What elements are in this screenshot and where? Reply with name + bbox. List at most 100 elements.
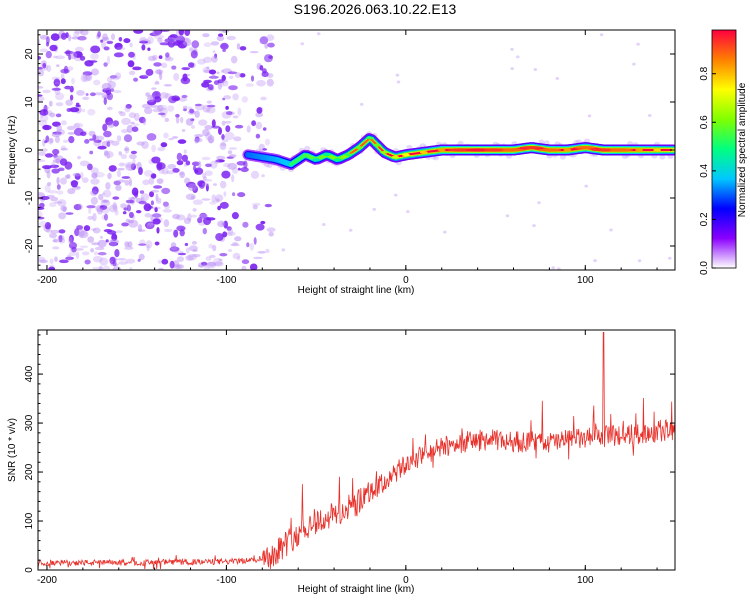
noise-blob — [221, 111, 232, 119]
noise-blob — [113, 180, 121, 186]
noise-blob — [49, 44, 58, 52]
noise-blob — [56, 176, 60, 185]
noise-blob — [82, 73, 91, 82]
noise-blob — [62, 139, 69, 143]
noise-blob — [218, 127, 222, 135]
noise-blob — [259, 65, 264, 71]
noise-blob — [182, 73, 188, 82]
noise-blob — [116, 230, 123, 234]
noise-blob — [316, 32, 321, 36]
noise-blob — [138, 243, 147, 246]
noise-blob — [57, 199, 67, 207]
noise-blob — [181, 67, 190, 71]
snr-series-line — [38, 332, 675, 570]
noise-blob — [44, 184, 51, 193]
noise-blob — [266, 78, 274, 87]
noise-blob — [138, 253, 145, 260]
noise-blob — [146, 222, 154, 229]
noise-blob — [209, 201, 217, 205]
noise-blob — [205, 163, 212, 168]
noise-blob — [90, 92, 96, 97]
noise-blob — [236, 43, 241, 50]
noise-blob — [167, 163, 177, 170]
noise-blob — [147, 222, 155, 226]
noise-blob — [139, 37, 147, 43]
noise-blob — [252, 204, 258, 210]
noise-blob — [87, 215, 94, 220]
noise-blob — [632, 62, 636, 66]
noise-blob — [49, 202, 57, 208]
noise-blob — [537, 201, 541, 205]
noise-blob — [96, 207, 103, 215]
noise-blob — [38, 56, 42, 60]
noise-blob — [210, 41, 220, 46]
noise-blob — [250, 170, 260, 179]
noise-blob — [194, 110, 200, 118]
noise-blob — [137, 258, 141, 262]
noise-blob — [204, 266, 210, 270]
noise-blob — [222, 49, 226, 52]
noise-blob — [183, 217, 192, 224]
noise-blob — [146, 36, 154, 45]
noise-blob — [38, 94, 43, 97]
noise-blob — [73, 204, 82, 211]
noise-blob — [116, 170, 121, 178]
noise-blob — [235, 124, 244, 129]
noise-blob — [226, 156, 234, 159]
noise-blob — [179, 171, 185, 179]
noise-blob — [189, 108, 195, 114]
noise-blob — [226, 231, 236, 236]
noise-blob — [65, 99, 73, 106]
noise-blob — [55, 92, 65, 101]
noise-blob — [49, 164, 60, 168]
colorbar-ramp — [711, 29, 737, 269]
colorbar-label: Normalized spectral amplitude — [737, 82, 748, 217]
noise-blob — [172, 168, 180, 173]
noise-blob — [68, 242, 78, 249]
noise-blob — [110, 88, 115, 92]
noise-blob — [109, 256, 116, 265]
noise-blob — [160, 142, 168, 148]
noise-blob — [66, 125, 76, 131]
noise-blob — [139, 190, 145, 194]
noise-blob — [191, 161, 200, 167]
noise-blob — [60, 147, 69, 151]
noise-blob — [157, 259, 162, 264]
noise-blob — [264, 203, 272, 208]
noise-blob — [50, 33, 60, 41]
noise-blob — [267, 42, 275, 48]
noise-blob — [106, 152, 110, 160]
noise-blob — [164, 117, 170, 122]
noise-blob — [201, 156, 211, 161]
noise-blob — [107, 106, 113, 111]
noise-blob — [138, 200, 147, 205]
noise-blob — [139, 40, 149, 44]
noise-blob — [90, 45, 101, 54]
ridge-halo-blob — [266, 163, 273, 168]
noise-blob — [114, 249, 120, 258]
noise-blob — [255, 112, 264, 118]
noise-blob — [127, 219, 135, 224]
noise-blob — [152, 54, 158, 61]
noise-blob — [87, 163, 93, 171]
noise-blob — [181, 129, 186, 132]
noise-blob — [129, 42, 133, 48]
noise-blob — [121, 117, 131, 125]
noise-blob — [83, 225, 91, 232]
noise-blob — [205, 217, 216, 221]
noise-blob — [153, 30, 163, 35]
noise-blob — [246, 242, 250, 248]
noise-blob — [147, 55, 156, 62]
noise-blob — [322, 223, 326, 226]
noise-blob — [120, 153, 128, 160]
noise-blob — [100, 206, 110, 214]
noise-blob — [67, 132, 76, 135]
ridge-core — [653, 148, 662, 152]
noise-blob — [510, 67, 514, 71]
noise-blob — [126, 125, 134, 133]
noise-blob — [124, 241, 130, 248]
ridge-core — [380, 151, 389, 154]
noise-blob — [207, 135, 215, 144]
noise-blob — [122, 211, 127, 215]
